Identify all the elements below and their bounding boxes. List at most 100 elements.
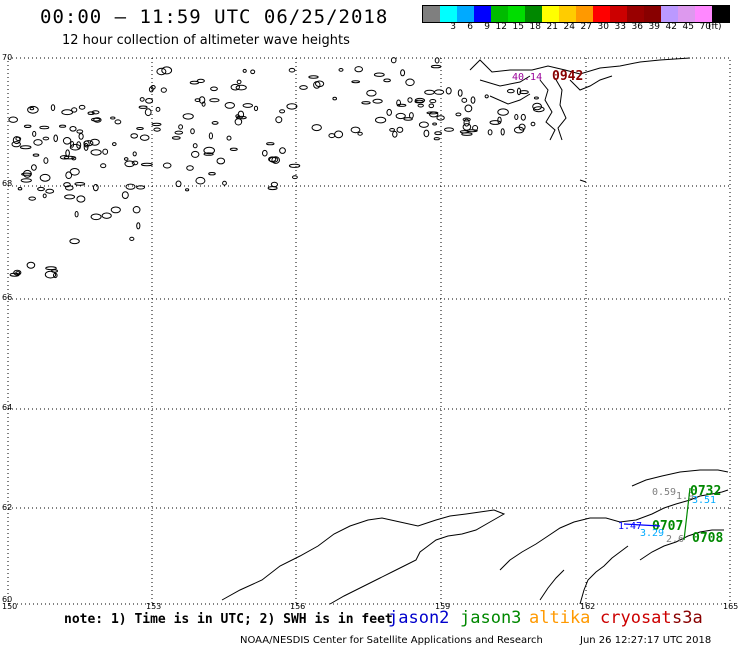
color-scale-label: 42	[665, 22, 677, 32]
swh-value: 3.51	[692, 495, 716, 506]
lat-label: 60	[2, 595, 12, 604]
ice-fragment	[497, 108, 509, 116]
ice-fragment	[313, 81, 321, 89]
ice-fragment	[484, 94, 489, 99]
color-scale-label: 45	[682, 22, 694, 32]
swh-value: 0.59	[652, 487, 676, 498]
ice-fragment	[520, 113, 526, 121]
ice-fragment	[62, 137, 72, 145]
color-scale-label: 30	[597, 22, 609, 32]
ice-fragment	[308, 75, 319, 79]
ice-fragment	[78, 104, 86, 110]
ice-fragment	[457, 89, 463, 97]
ice-fragment	[160, 87, 167, 93]
ice-fragment	[514, 114, 519, 120]
color-swatch	[457, 6, 474, 22]
plot-frame	[7, 57, 731, 605]
ice-fragment	[445, 87, 452, 95]
ice-fragment	[65, 185, 74, 191]
ice-fragment	[124, 160, 135, 168]
ice-fragment	[71, 107, 78, 113]
ice-fragment	[171, 136, 181, 140]
satellite-tracks	[623, 487, 691, 541]
ice-fragment	[461, 97, 468, 103]
ice-fragment	[288, 67, 296, 73]
ice-fragment	[403, 117, 413, 121]
ice-fragment	[76, 195, 86, 203]
ice-fragment	[418, 121, 429, 128]
ice-fragment	[417, 103, 424, 108]
color-scale-label: 9	[484, 22, 490, 32]
ice-fragment	[311, 124, 322, 132]
ice-fragment	[91, 117, 101, 122]
ice-fragment	[33, 139, 43, 146]
ice-fragment	[279, 147, 286, 154]
ice-fragment	[235, 84, 247, 91]
color-swatch	[695, 6, 712, 22]
ice-fragment	[100, 163, 107, 169]
latitude-labels: 70 68 66 64 62 60	[2, 53, 12, 604]
ice-fragment	[191, 150, 200, 158]
ice-fragment	[17, 187, 23, 191]
ice-fragment	[59, 155, 70, 160]
ice-fragment	[112, 142, 117, 147]
pass-time: 0732	[690, 484, 721, 499]
ice-fragment	[201, 101, 206, 107]
ice-fragment	[114, 119, 122, 125]
ice-fragment	[455, 112, 462, 117]
legend-jason3: jason3	[460, 608, 522, 628]
ice-fragment	[110, 116, 116, 120]
ice-fragment	[338, 68, 344, 72]
ice-fragment	[102, 148, 109, 155]
ice-fragment	[175, 180, 182, 188]
swh-value: 3.29	[640, 528, 664, 539]
ice-fragment	[196, 78, 205, 84]
color-scale-label: 18	[529, 22, 541, 32]
ice-fragment	[155, 106, 161, 112]
ice-fragment	[396, 103, 407, 107]
ice-fragment	[148, 86, 154, 93]
ice-fragment	[424, 89, 435, 95]
ice-fragment	[516, 87, 522, 96]
ice-fragment	[65, 171, 73, 179]
ice-fragment	[275, 116, 283, 124]
pass-time: 0707	[652, 519, 683, 534]
generated-timestamp: Jun 26 12:27:17 UTC 2018	[580, 635, 712, 646]
ice-fragment	[400, 69, 406, 77]
ice-fragment	[63, 155, 75, 160]
ice-fragment	[487, 129, 493, 136]
ice-fragment	[279, 109, 286, 114]
ice-fragment	[211, 121, 219, 125]
lat-label: 70	[2, 53, 12, 62]
ice-fragment	[140, 162, 153, 167]
ice-fragment	[198, 96, 206, 104]
ice-fragment	[130, 133, 138, 139]
ice-fragment	[186, 165, 194, 171]
ice-fragment	[472, 125, 479, 131]
ice-fragment	[27, 105, 39, 114]
color-scale-bar	[422, 5, 730, 23]
color-swatch	[542, 6, 559, 22]
color-swatch	[559, 6, 576, 22]
ice-fragment	[429, 111, 439, 118]
color-scale-label: 70	[699, 22, 711, 32]
ice-fragment	[59, 124, 67, 128]
ice-fragment	[236, 79, 242, 85]
ice-fragment	[434, 89, 445, 95]
color-scale-label: 36	[631, 22, 643, 32]
track-annotations: 40.14 0942 0.59 1.9 3.51 0732 1.47 0707 …	[512, 69, 723, 546]
ice-fragment	[23, 169, 32, 178]
ice-fragment	[230, 83, 241, 91]
ice-fragment	[37, 186, 45, 192]
color-swatch	[525, 6, 542, 22]
ice-fragment	[123, 157, 129, 161]
ice-fragment	[433, 137, 440, 141]
color-swatch	[593, 6, 610, 22]
ice-fragment	[63, 182, 71, 188]
ice-fragment	[121, 191, 129, 200]
ice-fragment	[64, 194, 76, 200]
ice-fragment	[203, 152, 214, 156]
ice-fragment	[190, 128, 195, 135]
ice-fragment	[407, 97, 413, 103]
ice-fragment	[15, 271, 21, 275]
